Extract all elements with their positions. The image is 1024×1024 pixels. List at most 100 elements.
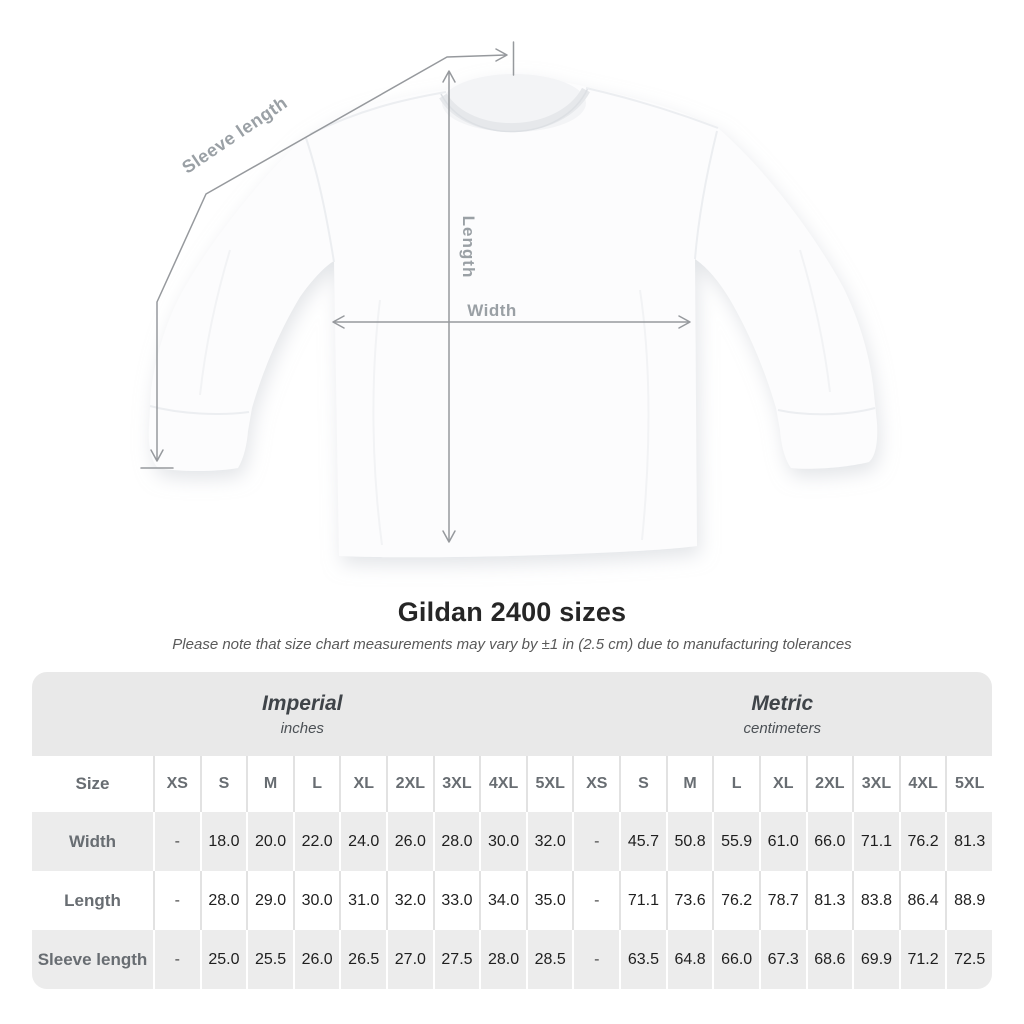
value-cell: - bbox=[153, 930, 200, 989]
row-label: Sleeve length bbox=[37, 949, 148, 969]
value-cell: 28.0 bbox=[479, 930, 526, 989]
value-cell: 69.9 bbox=[852, 930, 899, 989]
value-cell: 50.8 bbox=[665, 812, 713, 871]
size-header-cell: M bbox=[665, 756, 713, 812]
row-label: Length bbox=[64, 890, 121, 910]
imperial-title: Imperial bbox=[261, 691, 343, 715]
value-cell: 18.0 bbox=[199, 812, 247, 871]
size-header-cell: XL bbox=[758, 756, 806, 812]
size-header-cell: 5XL bbox=[945, 756, 992, 812]
row-label: Width bbox=[68, 831, 117, 851]
size-header-cell: XS bbox=[153, 756, 200, 812]
size-header-row: Size XS S M L XL 2XL 3XL 4XL 5XL XS S M … bbox=[32, 756, 992, 812]
value-cell: 66.0 bbox=[805, 812, 853, 871]
value-cell: 64.8 bbox=[665, 930, 713, 989]
value-cell: 35.0 bbox=[525, 871, 573, 930]
value-cell: 86.4 bbox=[898, 871, 946, 930]
size-header-cell: 4XL bbox=[898, 756, 946, 812]
shirt-body bbox=[148, 80, 878, 558]
shirt-seams bbox=[149, 87, 876, 416]
value-cell: 71.1 bbox=[619, 871, 666, 930]
value-cell: 34.0 bbox=[479, 871, 526, 930]
table-row-sleeve-length: Sleeve length - 25.0 25.5 26.0 26.5 27.0… bbox=[32, 930, 992, 989]
value-cell: 32.0 bbox=[525, 812, 573, 871]
value-cell: 25.0 bbox=[199, 930, 247, 989]
value-cell: 88.9 bbox=[945, 871, 992, 930]
value-cell: - bbox=[572, 871, 619, 930]
value-cell: 55.9 bbox=[712, 812, 759, 871]
value-cell: 28.0 bbox=[432, 812, 480, 871]
size-header-cell: XS bbox=[572, 756, 619, 812]
metric-unit: centimeters bbox=[743, 719, 822, 737]
value-cell: 81.3 bbox=[805, 871, 853, 930]
value-cell: 71.2 bbox=[898, 930, 946, 989]
size-header-cell: L bbox=[292, 756, 340, 812]
tolerance-note: Please note that size chart measurements… bbox=[172, 636, 852, 653]
value-cell: 26.5 bbox=[339, 930, 386, 989]
value-cell: 67.3 bbox=[758, 930, 806, 989]
value-cell: 28.5 bbox=[525, 930, 573, 989]
value-cell: 31.0 bbox=[339, 871, 386, 930]
value-cell: - bbox=[572, 812, 619, 871]
size-header-cell: S bbox=[619, 756, 666, 812]
length-arrow bbox=[442, 70, 456, 543]
value-cell: 45.7 bbox=[619, 812, 666, 871]
length-label: Length bbox=[459, 216, 478, 279]
value-cell: 27.0 bbox=[386, 930, 433, 989]
value-cell: 30.0 bbox=[479, 812, 526, 871]
value-cell: 33.0 bbox=[432, 871, 480, 930]
chart-title: Gildan 2400 sizes bbox=[397, 597, 627, 627]
value-cell: - bbox=[572, 930, 619, 989]
value-cell: 61.0 bbox=[758, 812, 806, 871]
value-cell: 22.0 bbox=[292, 812, 340, 871]
value-cell: 20.0 bbox=[246, 812, 293, 871]
size-header-cell: 2XL bbox=[805, 756, 853, 812]
sleeve-length-label: Sleeve length bbox=[178, 92, 291, 177]
size-header-cell: 3XL bbox=[432, 756, 480, 812]
metric-title: Metric bbox=[751, 691, 814, 715]
value-cell: 26.0 bbox=[292, 930, 340, 989]
size-header-cell: XL bbox=[339, 756, 386, 812]
collar-band bbox=[439, 87, 590, 133]
imperial-section-header: Imperial inches bbox=[32, 672, 573, 756]
value-cell: 63.5 bbox=[619, 930, 666, 989]
size-header-cell: 2XL bbox=[386, 756, 433, 812]
value-cell: 30.0 bbox=[292, 871, 340, 930]
value-cell: 76.2 bbox=[712, 871, 759, 930]
size-header-cell: 4XL bbox=[479, 756, 526, 812]
shirt-illustration bbox=[148, 74, 878, 558]
size-header-cell: L bbox=[712, 756, 759, 812]
value-cell: 76.2 bbox=[898, 812, 946, 871]
size-header-cell: M bbox=[246, 756, 293, 812]
value-cell: 72.5 bbox=[945, 930, 992, 989]
value-cell: 32.0 bbox=[386, 871, 433, 930]
size-header-cell: S bbox=[199, 756, 247, 812]
metric-section-header: Metric centimeters bbox=[573, 672, 993, 756]
size-label: Size bbox=[75, 774, 110, 793]
sleeve-length-arrow bbox=[140, 41, 515, 469]
table-row-width: Width - 18.0 20.0 22.0 24.0 26.0 28.0 30… bbox=[32, 812, 992, 871]
value-cell: 73.6 bbox=[665, 871, 713, 930]
value-cell: - bbox=[153, 812, 200, 871]
value-cell: 71.1 bbox=[852, 812, 899, 871]
table-row-length: Length - 28.0 29.0 30.0 31.0 32.0 33.0 3… bbox=[32, 871, 992, 930]
value-cell: 27.5 bbox=[432, 930, 480, 989]
size-chart-table: Imperial inches Metric centimeters Size … bbox=[32, 672, 992, 989]
width-arrow bbox=[332, 315, 691, 329]
shirt-measurement-diagram: Sleeve length Length Width bbox=[140, 41, 878, 558]
value-cell: 81.3 bbox=[945, 812, 992, 871]
value-cell: 28.0 bbox=[199, 871, 247, 930]
value-cell: 24.0 bbox=[339, 812, 386, 871]
value-cell: - bbox=[153, 871, 200, 930]
value-cell: 26.0 bbox=[386, 812, 433, 871]
size-header-cell: 3XL bbox=[852, 756, 899, 812]
value-cell: 25.5 bbox=[246, 930, 293, 989]
imperial-unit: inches bbox=[280, 719, 324, 737]
width-label: Width bbox=[467, 301, 517, 320]
collar-seam bbox=[440, 87, 589, 133]
value-cell: 66.0 bbox=[712, 930, 759, 989]
value-cell: 68.6 bbox=[805, 930, 853, 989]
value-cell: 83.8 bbox=[852, 871, 899, 930]
units-header-band: Imperial inches Metric centimeters bbox=[32, 672, 992, 756]
